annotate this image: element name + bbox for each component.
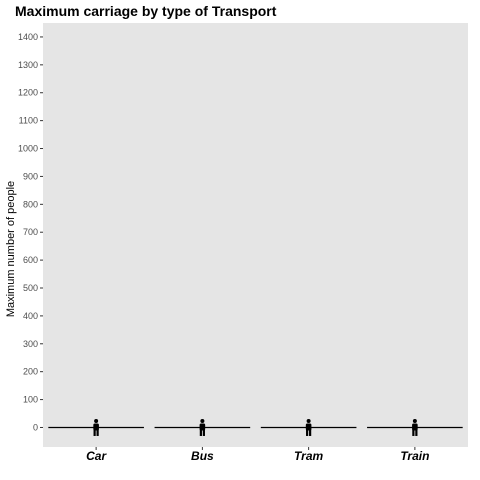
x-tick-label: Train <box>400 449 429 463</box>
y-tick-label: 1000 <box>18 144 38 154</box>
y-tick-label: 800 <box>23 199 38 209</box>
x-tick-label: Bus <box>191 449 214 463</box>
x-tick-label: Tram <box>294 449 323 463</box>
x-tick-label: Car <box>86 449 107 463</box>
x-axis: Car Bus Tram Train <box>86 447 429 463</box>
chart-title: Maximum carriage by type of Transport <box>15 3 277 19</box>
person-icon <box>412 418 418 436</box>
chart-marks <box>48 418 463 436</box>
y-tick-label: 500 <box>23 283 38 293</box>
y-tick-label: 1400 <box>18 32 38 42</box>
y-tick-label: 200 <box>23 367 38 377</box>
y-tick-label: 1300 <box>18 60 38 70</box>
y-tick-label: 1200 <box>18 88 38 98</box>
y-tick-label: 100 <box>23 395 38 405</box>
person-icon <box>305 418 312 436</box>
y-tick-label: 600 <box>23 255 38 265</box>
y-axis: 0 100 200 300 400 500 600 700 800 900 1000 1100 1200… <box>18 32 43 432</box>
y-tick-label: 700 <box>23 227 38 237</box>
plot-panel <box>43 23 468 447</box>
y-tick-label: 400 <box>23 311 38 321</box>
y-tick-label: 900 <box>23 171 38 181</box>
person-icon <box>93 418 99 436</box>
person-icon <box>199 418 206 436</box>
y-tick-label: 300 <box>23 339 38 349</box>
y-tick-label: 1100 <box>19 116 38 126</box>
y-axis-label: Maximum number of people <box>5 181 17 317</box>
y-tick-label: 0 <box>33 422 38 432</box>
